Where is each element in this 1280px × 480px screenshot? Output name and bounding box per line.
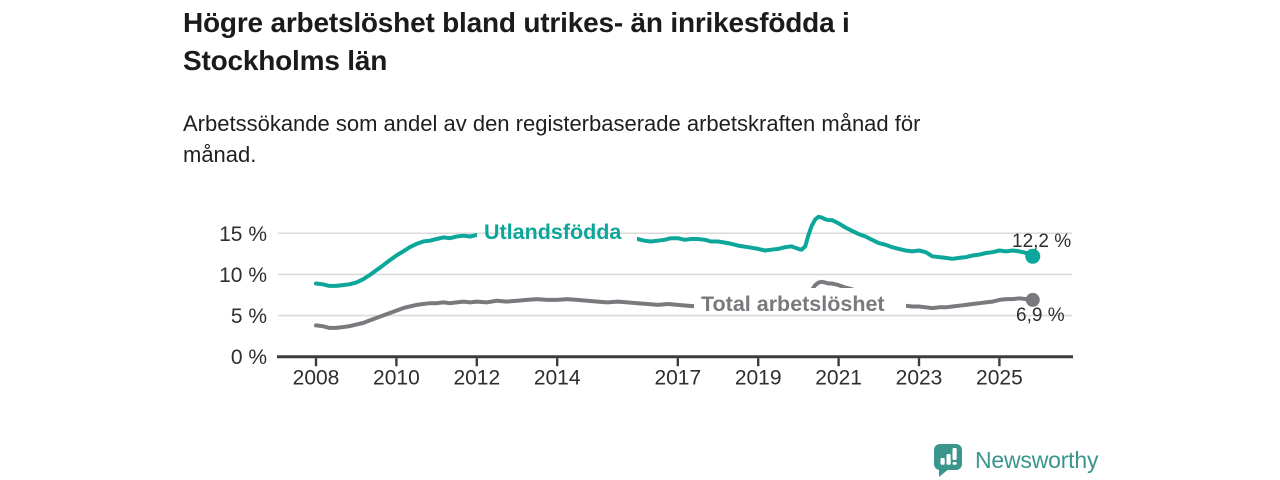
x-axis (277, 355, 1073, 367)
axis-tick-labels: 2008 2010 2012 2014 2017 2019 2021 2023 2025 0 % 5… (219, 223, 1023, 390)
x-tick-label: 2021 (815, 367, 862, 390)
series-line-utlandsfodda (314, 214, 1035, 288)
series-lines (314, 214, 1035, 330)
series-label-total: Total arbetslöshet (701, 292, 885, 316)
x-tick-label: 2014 (534, 367, 581, 390)
end-dot-total (1025, 292, 1040, 307)
series-end-dots (1025, 248, 1041, 307)
x-tick-label: 2012 (453, 367, 500, 390)
y-tick-label: 15 % (219, 223, 267, 246)
y-tick-label: 10 % (219, 264, 267, 287)
series-line-total (314, 279, 1035, 330)
x-tick-label: 2025 (976, 367, 1023, 390)
y-tick-label: 5 % (231, 305, 267, 328)
gridlines (278, 232, 1072, 317)
x-tick-label: 2023 (896, 367, 943, 390)
bar-chart-speech-bubble-icon (934, 444, 962, 477)
end-dot-utlandsfodda (1025, 248, 1041, 264)
newsworthy-logo: Newsworthy (933, 443, 1098, 478)
x-tick-label: 2010 (373, 367, 420, 390)
x-tick-label: 2017 (654, 367, 701, 390)
logo-text: Newsworthy (975, 447, 1099, 473)
chart-subtitle: Arbetssökande som andel av den registerb… (183, 111, 921, 167)
x-tick-label: 2008 (293, 367, 340, 390)
series-label-utlandsfodda: Utlandsfödda (484, 220, 622, 244)
page-title: Högre arbetslöshet bland utrikes- än inr… (183, 7, 850, 76)
end-value-utlandsfodda: 12,2 % (1012, 231, 1071, 252)
y-tick-label: 0 % (231, 346, 267, 369)
x-tick-label: 2019 (735, 367, 782, 390)
end-value-total: 6,9 % (1016, 305, 1065, 326)
